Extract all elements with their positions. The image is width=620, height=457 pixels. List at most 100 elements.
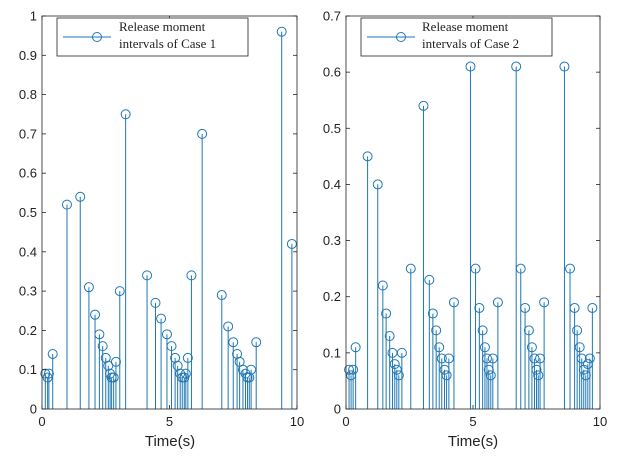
x-ticks: 0 5 10 <box>342 16 607 429</box>
stem-marker <box>182 352 193 363</box>
stem-marker <box>427 308 438 319</box>
x-tick-label: 10 <box>290 414 304 429</box>
stem-marker <box>110 356 121 367</box>
stem-marker <box>232 348 243 359</box>
stem-marker <box>391 364 402 375</box>
y-ticks: 0 0.1 0.2 0.3 0.4 0.5 0.6 0.7 <box>323 9 600 417</box>
plot-frame <box>345 15 601 410</box>
stem-marker <box>350 342 361 353</box>
stem-marker <box>393 370 404 381</box>
stem-marker <box>405 263 416 274</box>
stem-marker <box>228 337 239 348</box>
y-tick-label: 1 <box>30 9 37 24</box>
x-tick-label: 5 <box>469 414 476 429</box>
stem-marker <box>97 341 108 352</box>
stem-marker <box>389 359 400 370</box>
y-ticks: 0 0.1 0.2 0.3 0.4 0.5 0.6 0.7 0.8 0.9 1 <box>19 9 297 417</box>
stem-marker <box>348 364 359 375</box>
legend-marker <box>92 32 102 42</box>
legend-text-line-2: intervals of Case 1 <box>119 36 216 51</box>
legend-marker <box>396 32 406 42</box>
stem-marker <box>42 372 53 383</box>
stem-marker <box>362 151 373 162</box>
y-tick-label: 0.6 <box>19 166 37 181</box>
stem-marker <box>572 325 583 336</box>
stem-marker <box>448 297 459 308</box>
y-tick-label: 0.7 <box>19 126 37 141</box>
legend: Release moment intervals of Case 2 <box>360 17 553 57</box>
stem-marker <box>465 61 476 72</box>
x-axis-label: Time(s) <box>448 433 498 450</box>
stem-marker <box>223 321 234 332</box>
stem-marker <box>170 352 181 363</box>
stem-marker <box>384 331 395 342</box>
y-tick-label: 0.1 <box>323 345 341 360</box>
y-tick-label: 0.9 <box>19 48 37 63</box>
stem-marker <box>172 360 183 371</box>
y-tick-label: 0.5 <box>19 205 37 220</box>
stem-marker <box>474 302 485 313</box>
legend: Release moment intervals of Case 1 <box>56 17 249 57</box>
stem-marker <box>142 270 153 281</box>
x-tick-label: 0 <box>342 414 349 429</box>
stem-marker <box>47 348 58 359</box>
y-tick-label: 0.1 <box>19 362 37 377</box>
stem-marker <box>436 353 447 364</box>
y-tick-label: 0.5 <box>323 121 341 136</box>
y-tick-label: 0.2 <box>323 289 341 304</box>
stem-marker <box>286 238 297 249</box>
stem-marker <box>520 302 531 313</box>
y-tick-label: 0 <box>334 402 341 417</box>
stem-marker <box>443 353 454 364</box>
y-tick-label: 0.4 <box>323 177 341 192</box>
y-tick-label: 0.3 <box>19 284 37 299</box>
stem-marker <box>180 368 191 379</box>
stem-marker <box>477 325 488 336</box>
stem-marker <box>523 325 534 336</box>
chart-panel-case-2: 0 0.1 0.2 0.3 0.4 0.5 0.6 0.7 0 5 10 Time(s) Rele… <box>323 9 607 451</box>
stem-marker <box>114 286 125 297</box>
stem-marker <box>161 329 172 340</box>
stem-marker <box>492 297 503 308</box>
stem-marker <box>120 109 131 120</box>
stem-marker <box>156 313 167 324</box>
stem-marker <box>481 353 492 364</box>
stem-marker <box>485 370 496 381</box>
stem-marker <box>166 341 177 352</box>
stem-marker <box>539 297 550 308</box>
stem-marker <box>377 280 388 291</box>
stem-marker <box>479 342 490 353</box>
stems-case-2 <box>344 61 598 409</box>
legend-text-line-1: Release moment <box>422 19 509 34</box>
stems-case-1 <box>40 26 297 409</box>
stem-marker <box>424 274 435 285</box>
stem-marker <box>381 308 392 319</box>
stem-marker <box>108 372 119 383</box>
legend-text-line-2: intervals of Case 2 <box>422 36 519 51</box>
stem-marker <box>43 368 54 379</box>
x-axis-label: Time(s) <box>145 433 195 450</box>
stem-marker <box>186 270 197 281</box>
stem-marker <box>418 100 429 111</box>
x-tick-label: 0 <box>38 414 45 429</box>
stem-marker <box>150 297 161 308</box>
stem-marker <box>529 353 540 364</box>
stem-marker <box>441 370 452 381</box>
y-tick-label: 0.8 <box>19 87 37 102</box>
stem-marker <box>559 61 570 72</box>
stem-marker <box>103 360 114 371</box>
stem-marker <box>372 179 383 190</box>
stem-marker <box>61 199 72 210</box>
stem-marker <box>569 302 580 313</box>
stem-marker <box>276 26 287 37</box>
stem-marker <box>396 347 407 358</box>
stem-marker <box>244 372 255 383</box>
stem-marker <box>511 61 522 72</box>
stem-marker <box>75 191 86 202</box>
stem-marker <box>251 337 262 348</box>
stem-marker <box>94 329 105 340</box>
stem-marker <box>574 342 585 353</box>
y-tick-label: 0.2 <box>19 323 37 338</box>
stem-marker <box>587 302 598 313</box>
stem-marker <box>470 263 481 274</box>
